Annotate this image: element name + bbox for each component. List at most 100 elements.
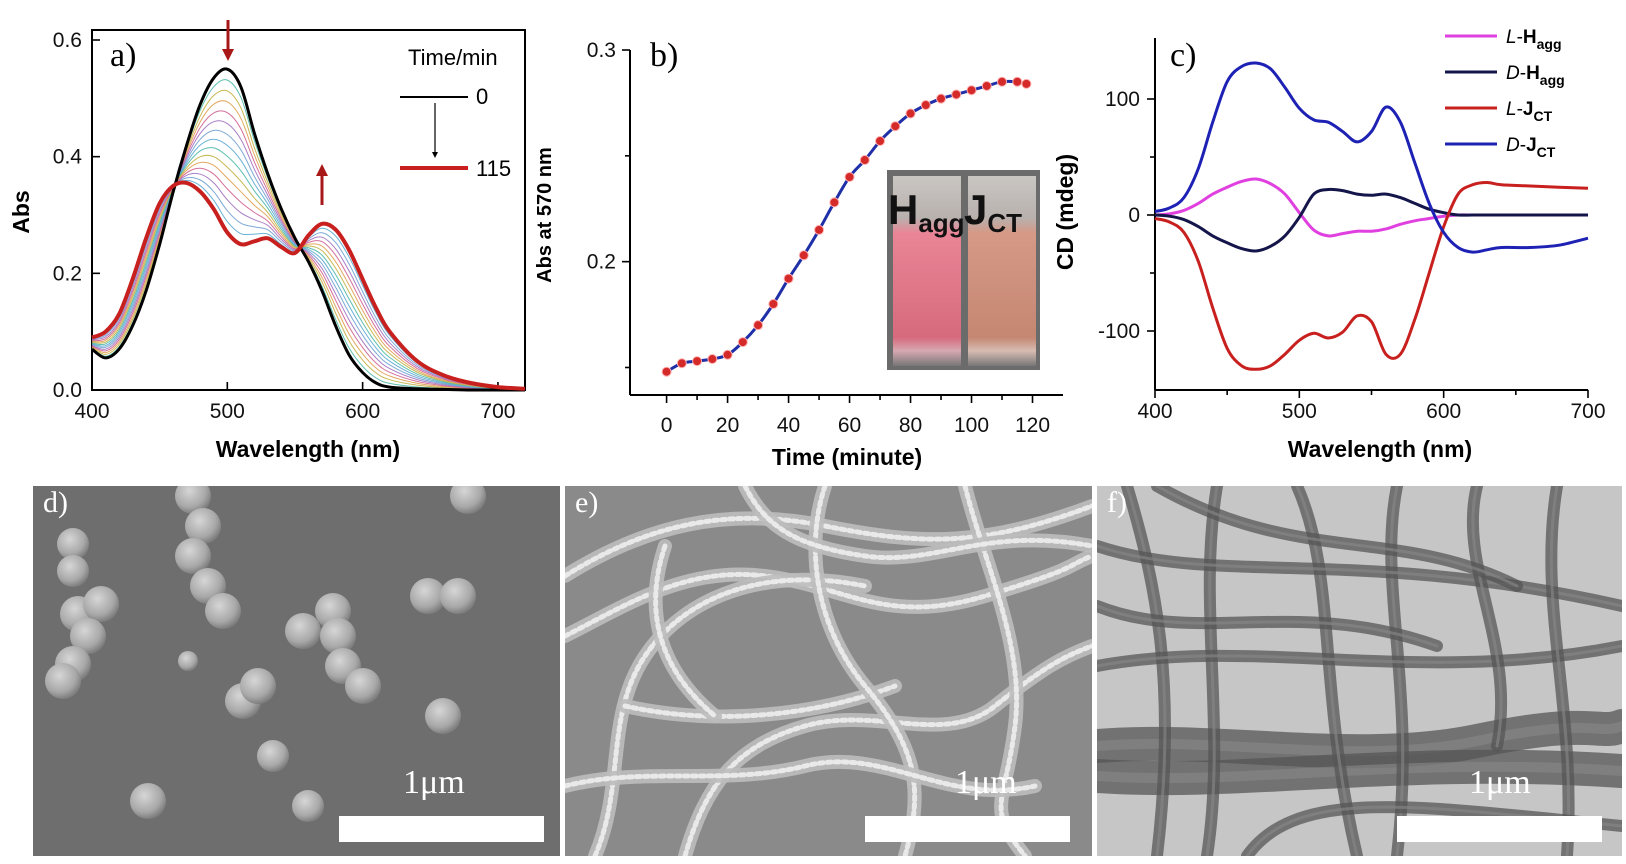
kinetics-point <box>753 320 764 331</box>
panel-d-scale-bar <box>339 816 544 842</box>
sem-image-fibers: e) 1μm <box>565 486 1092 856</box>
legend-entry: D-JCT <box>1506 135 1556 160</box>
tem-fiber-core <box>1295 486 1359 856</box>
intermediate-spectrum <box>91 176 526 390</box>
panel-a-ytick-label: 0.6 <box>53 29 82 52</box>
intermediate-spectrum <box>91 89 526 391</box>
nanosphere <box>320 618 356 654</box>
tem-fiber-core <box>1097 644 1622 668</box>
tem-fiber <box>1097 540 1622 612</box>
panel-e-label: e) <box>575 486 599 519</box>
panel-f-label: f) <box>1107 486 1127 519</box>
nanosphere <box>440 578 476 614</box>
cuvette-jct <box>968 176 1036 366</box>
nanosphere <box>175 538 211 574</box>
panel-a-legend-start: 0 <box>476 84 488 109</box>
nanosphere <box>57 528 89 560</box>
panel-b-xtick-label: 60 <box>838 414 861 437</box>
tem-fiber-core <box>1389 486 1405 856</box>
cd-curve-D-JCT <box>1154 61 1589 254</box>
nanosphere <box>345 668 381 704</box>
kinetics-point <box>722 349 733 360</box>
panel-c-xtick-label: 700 <box>1570 400 1605 423</box>
kinetics-point <box>875 136 886 147</box>
panel-c-xtick-label: 600 <box>1426 400 1461 423</box>
nanosphere <box>130 783 166 819</box>
cd-curve-L-JCT <box>1154 180 1589 371</box>
fiber-helix <box>653 543 718 719</box>
intermediate-spectrum <box>91 120 526 391</box>
panel-c-ytick-label: 0 <box>1128 204 1140 227</box>
inset-label-jct: JCT <box>964 186 1022 238</box>
panel-a-xtick-label: 600 <box>345 400 380 423</box>
tem-fiber-core <box>1125 486 1167 856</box>
panel-a-ytick-label: 0.4 <box>53 146 83 169</box>
panel-b-xtick-label: 20 <box>716 414 739 437</box>
intermediate-spectrum <box>91 172 526 390</box>
spectrum-0-min <box>91 67 525 392</box>
panel-b-kinetics: 0 20 40 60 80 100 120 0.2 0.3 b) Time (minute) A… <box>534 37 1063 470</box>
kinetics-point <box>920 100 931 111</box>
legend-entry: D-Hagg <box>1506 63 1565 88</box>
intermediate-spectrum <box>91 100 526 391</box>
nanosphere <box>57 555 89 587</box>
nanosphere <box>175 486 211 514</box>
legend-entry: L-JCT <box>1506 99 1553 124</box>
panel-a-xtick-label: 700 <box>480 400 515 423</box>
nanosphere <box>185 508 221 544</box>
kinetics-point <box>890 121 901 132</box>
kinetics-point <box>676 358 687 369</box>
tem-fiber <box>1121 486 1172 856</box>
panel-c-ylabel: CD (mdeg) <box>1052 154 1078 270</box>
nanosphere <box>178 651 198 671</box>
fiber-helix <box>622 683 898 719</box>
kinetics-point <box>936 93 947 104</box>
spectrum-115-min <box>91 180 526 391</box>
tem-fiber <box>1097 600 1443 652</box>
panel-b-xtick-label: 120 <box>1015 414 1050 437</box>
fiber-helix <box>565 759 1038 793</box>
tem-fiber-core <box>1097 604 1439 648</box>
kinetics-point <box>951 89 962 100</box>
cd-curve-D-Hagg <box>1154 187 1588 253</box>
panel-b-ytick-label: 0.2 <box>587 251 616 274</box>
nanosphere <box>425 698 461 734</box>
fiber-helix <box>742 486 1092 561</box>
panel-a-legend-title: Time/min <box>408 45 498 70</box>
kinetics-point <box>661 366 672 377</box>
kinetics-point <box>829 197 840 208</box>
nanosphere <box>292 790 324 822</box>
intermediate-spectrum <box>91 167 526 390</box>
panel-d-scale-label: 1μm <box>403 764 465 801</box>
inset-label-hagg: Hagg <box>888 186 965 238</box>
kinetics-point <box>1021 78 1032 89</box>
panel-c-xtick-label: 500 <box>1282 400 1317 423</box>
panel-b-label: b) <box>650 37 678 74</box>
panel-c-xtick-label: 400 <box>1137 400 1172 423</box>
panel-c-ytick-label: 100 <box>1105 88 1140 111</box>
panel-b-xtick-label: 80 <box>899 414 922 437</box>
panel-f-scale-bar <box>1397 816 1602 842</box>
panel-a-xlabel: Wavelength (nm) <box>216 436 400 462</box>
panel-a-xtick-label: 500 <box>210 400 245 423</box>
tem-fiber-core <box>1471 486 1503 748</box>
fiber-helix <box>565 503 1092 579</box>
panel-a-frame <box>91 29 526 391</box>
kinetics-point <box>981 80 992 91</box>
nanosphere <box>410 578 446 614</box>
panel-c-ytick-label: -100 <box>1098 320 1140 343</box>
kinetics-point <box>859 155 870 166</box>
fiber-helix <box>592 577 868 856</box>
kinetics-point <box>768 298 779 309</box>
kinetics-point <box>844 171 855 182</box>
panel-c-xlabel: Wavelength (nm) <box>1288 436 1472 462</box>
intermediate-spectrum <box>91 147 526 390</box>
nanosphere <box>205 593 241 629</box>
kinetics-point <box>814 224 825 235</box>
intermediate-spectrum <box>91 110 526 391</box>
kinetics-point <box>966 85 977 96</box>
panel-c-label: c) <box>1170 37 1196 74</box>
panel-b-ytick-label: 0.3 <box>587 39 616 62</box>
panel-d-label: d) <box>43 486 68 519</box>
